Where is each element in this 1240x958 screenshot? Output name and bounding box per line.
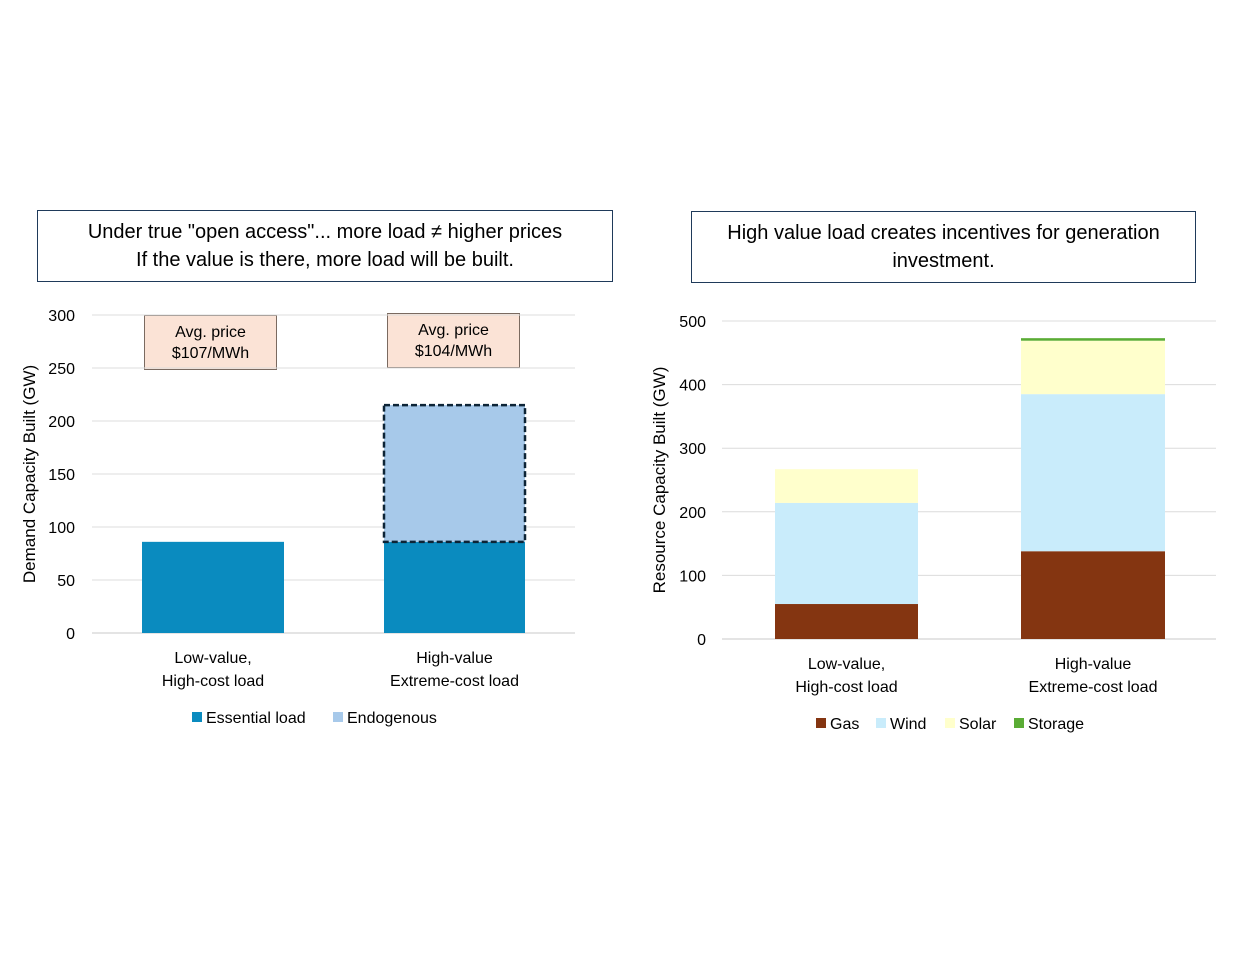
left-title-line-1: Under true "open access"... more load ≠ … [87, 221, 563, 243]
y-tick-label: 100 [48, 520, 75, 537]
bar-segment-essential-load [142, 541, 284, 633]
y-tick-label: 200 [679, 505, 706, 522]
legend-label: Essential load [206, 710, 306, 727]
bar-segment-gas [775, 604, 918, 639]
legend-swatch [333, 712, 343, 722]
y-tick-label: 300 [48, 308, 75, 325]
bar-segment-wind [1021, 394, 1165, 552]
x-category-label: High-value [416, 650, 493, 667]
bar-segment-wind [775, 502, 918, 605]
y-tick-label: 0 [697, 632, 706, 649]
legend-label: Wind [890, 716, 926, 733]
y-tick-label: 300 [679, 441, 706, 458]
right-chart-title: High value load creates incentives for g… [691, 211, 1196, 283]
y-axis-label: Resource Capacity Built (GW) [650, 367, 669, 594]
y-tick-label: 50 [57, 573, 75, 590]
right-title-line-2: investment. [892, 250, 995, 272]
y-tick-label: 150 [48, 467, 75, 484]
y-tick-label: 400 [679, 378, 706, 395]
price-value: $104/MWh [414, 342, 493, 360]
bar-segment-solar [1021, 340, 1165, 395]
price-label: Avg. price [175, 323, 246, 341]
y-tick-label: 0 [66, 626, 75, 643]
legend-label: Gas [830, 716, 859, 733]
left-title-line-2: If the value is there, more load will be… [136, 249, 514, 271]
price-annotation-high: Avg. price $104/MWh [387, 313, 520, 368]
legend-label: Endogenous [347, 710, 437, 727]
y-tick-label: 200 [48, 414, 75, 431]
x-category-label: High-value [1055, 656, 1132, 673]
legend-swatch [945, 718, 955, 728]
legend-swatch [1014, 718, 1024, 728]
price-label: Avg. price [418, 321, 489, 339]
legend-swatch [876, 718, 886, 728]
legend-swatch [192, 712, 202, 722]
x-category-label: Low-value, [808, 656, 885, 673]
right-title-line-1: High value load creates incentives for g… [727, 222, 1160, 244]
x-category-label: Low-value, [174, 650, 251, 667]
bar-segment-gas [1021, 551, 1165, 639]
y-axis-label: Demand Capacity Built (GW) [20, 365, 39, 583]
x-category-label: High-cost load [795, 679, 897, 696]
y-tick-label: 250 [48, 361, 75, 378]
y-tick-label: 500 [679, 314, 706, 331]
bar-segment-essential-load [384, 541, 525, 633]
left-chart-title: Under true "open access"... more load ≠ … [37, 210, 613, 282]
y-tick-label: 100 [679, 568, 706, 585]
legend-label: Storage [1028, 716, 1084, 733]
bar-segment-endogenous [382, 403, 527, 544]
bar-segment-solar [775, 469, 918, 503]
price-value: $107/MWh [171, 344, 250, 362]
x-category-label: High-cost load [162, 673, 264, 690]
x-category-label: Extreme-cost load [390, 673, 519, 690]
x-category-label: Extreme-cost load [1029, 679, 1158, 696]
legend-swatch [816, 718, 826, 728]
bar-segment-storage [1021, 338, 1165, 341]
price-annotation-low: Avg. price $107/MWh [144, 315, 277, 370]
legend-label: Solar [959, 716, 997, 733]
